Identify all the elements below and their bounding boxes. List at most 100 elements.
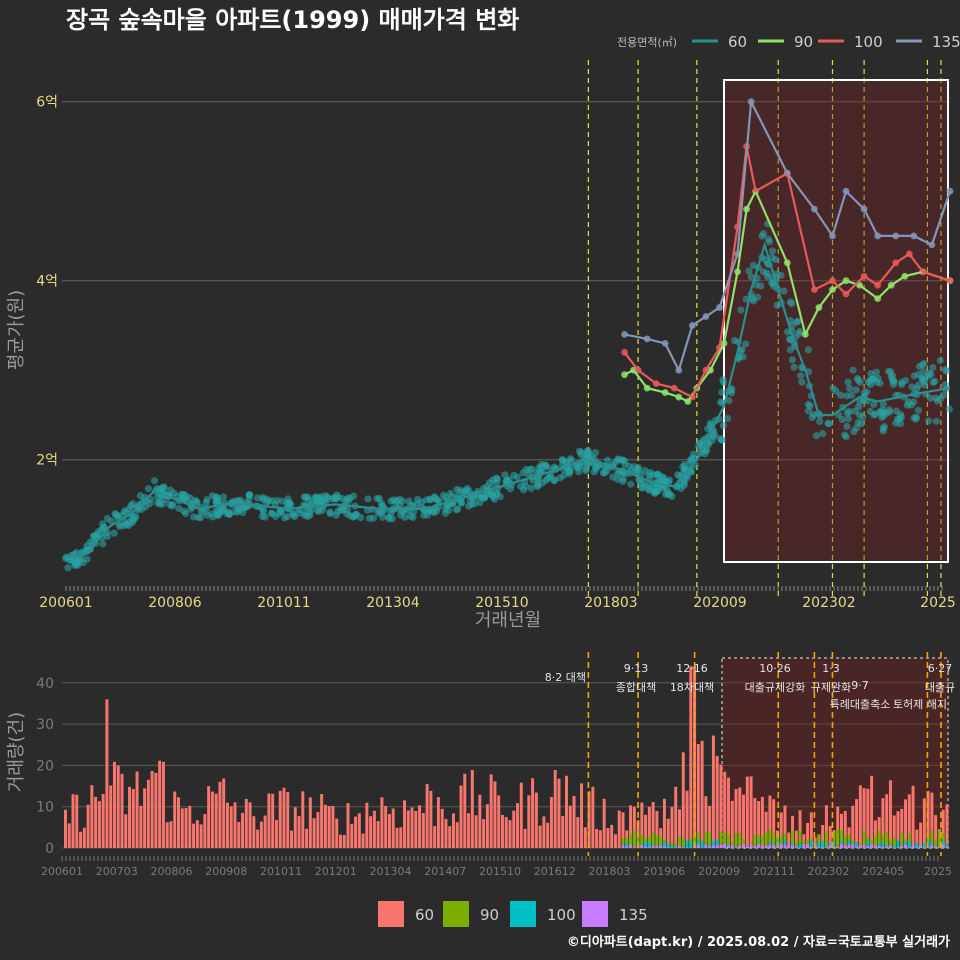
volume-bar-90 [930, 830, 934, 848]
volume-bar [715, 755, 719, 848]
price-point-60 [725, 396, 733, 405]
volume-bar-135 [696, 844, 700, 848]
price-point-60 [780, 287, 788, 295]
volume-bar-90 [836, 829, 840, 848]
price-point-60 [203, 511, 212, 519]
volume-bar [666, 818, 670, 848]
volume-bar-100 [907, 841, 911, 848]
volume-bar [135, 771, 139, 848]
volume-bar-100 [824, 845, 828, 848]
price-point-60 [350, 492, 358, 500]
volume-bar [757, 801, 761, 848]
volume-bar [836, 806, 840, 848]
volume-bar [173, 791, 177, 848]
volume-bar [723, 771, 727, 848]
volume-bar [429, 790, 433, 848]
x-tick-label-bottom: 201906 [643, 865, 685, 878]
volume-bar [169, 821, 173, 848]
x-tick-label-top: 2025 [920, 595, 956, 611]
price-point-60 [710, 431, 719, 439]
volume-bar [463, 773, 467, 848]
highlight-region [723, 79, 949, 563]
price-point-60 [812, 432, 821, 440]
volume-bar [911, 785, 915, 848]
y-tick-label-top: 6억 [36, 95, 58, 111]
volume-bar [930, 792, 934, 848]
volume-bar-90 [678, 835, 681, 848]
volume-bar [504, 816, 508, 848]
volume-bar [357, 813, 361, 848]
volume-bar [670, 806, 674, 848]
volume-bar-100 [666, 843, 670, 848]
volume-bar [621, 812, 625, 848]
volume-bar [259, 821, 263, 848]
price-point-60 [268, 509, 276, 517]
volume-bar [440, 808, 444, 848]
volume-bar [696, 744, 700, 848]
volume-bar-135 [945, 846, 949, 848]
volume-bar-135 [678, 845, 681, 848]
volume-bar [256, 829, 260, 848]
volume-bar [798, 810, 802, 848]
volume-bar [794, 830, 798, 848]
price-point-60 [409, 508, 418, 516]
volume-bar-90 [843, 835, 847, 848]
volume-bar [708, 805, 712, 848]
volume-bar-100 [832, 842, 836, 848]
volume-bar-90 [655, 835, 659, 848]
volume-bar-135 [647, 847, 651, 848]
price-point-60 [342, 496, 350, 504]
volume-bar-135 [836, 847, 840, 848]
price-point-60 [350, 513, 359, 521]
volume-bar-90 [862, 830, 866, 848]
price-point-60 [844, 415, 853, 423]
volume-bar-135 [719, 845, 723, 848]
volume-bar [542, 816, 546, 848]
price-point-60 [160, 483, 168, 491]
volume-bar [421, 813, 425, 848]
volume-bar [572, 795, 576, 848]
price-point-60 [666, 490, 674, 498]
y-tick-label-bottom: 20 [36, 758, 54, 774]
volume-bar-90 [726, 834, 730, 848]
volume-bar [82, 827, 86, 848]
volume-bar-100 [866, 840, 870, 848]
price-point-60 [259, 495, 267, 504]
volume-bar [557, 778, 561, 848]
volume-bar-90 [806, 839, 810, 848]
volume-bar [482, 819, 486, 848]
volume-bar [150, 770, 154, 848]
volume-bar [365, 802, 369, 848]
legend-bottom-swatch-60 [378, 901, 404, 927]
volume-bar [606, 828, 610, 848]
price-point-60 [501, 471, 509, 479]
price-point-60 [396, 495, 404, 504]
volume-bar-100 [809, 841, 813, 848]
policy-date-label: 12·16 [676, 662, 708, 675]
price-point-60 [836, 391, 845, 399]
volume-bar [553, 770, 557, 848]
volume-bar [681, 752, 685, 848]
volume-bar-100 [783, 839, 787, 848]
legend-label-90: 90 [794, 33, 813, 51]
volume-bar [678, 809, 681, 848]
volume-bar-135 [772, 845, 776, 848]
policy-name-label: 특례대출축소 [830, 698, 891, 711]
price-point-60 [591, 449, 600, 457]
volume-bar [244, 798, 248, 848]
price-point-60 [659, 474, 667, 482]
price-point-60 [290, 512, 299, 521]
volume-bar-90 [708, 831, 712, 848]
price-point-60 [903, 401, 912, 409]
volume-bar [184, 808, 188, 848]
volume-bar-135 [941, 844, 945, 848]
price-point-60 [913, 385, 921, 393]
volume-bar-135 [730, 845, 734, 848]
volume-bar-100 [711, 840, 715, 848]
volume-bar [335, 818, 339, 848]
volume-bar-100 [689, 841, 693, 848]
volume-bar-100 [941, 840, 945, 848]
price-point-60 [456, 486, 464, 494]
volume-bar [602, 798, 606, 848]
volume-bar [926, 791, 930, 848]
